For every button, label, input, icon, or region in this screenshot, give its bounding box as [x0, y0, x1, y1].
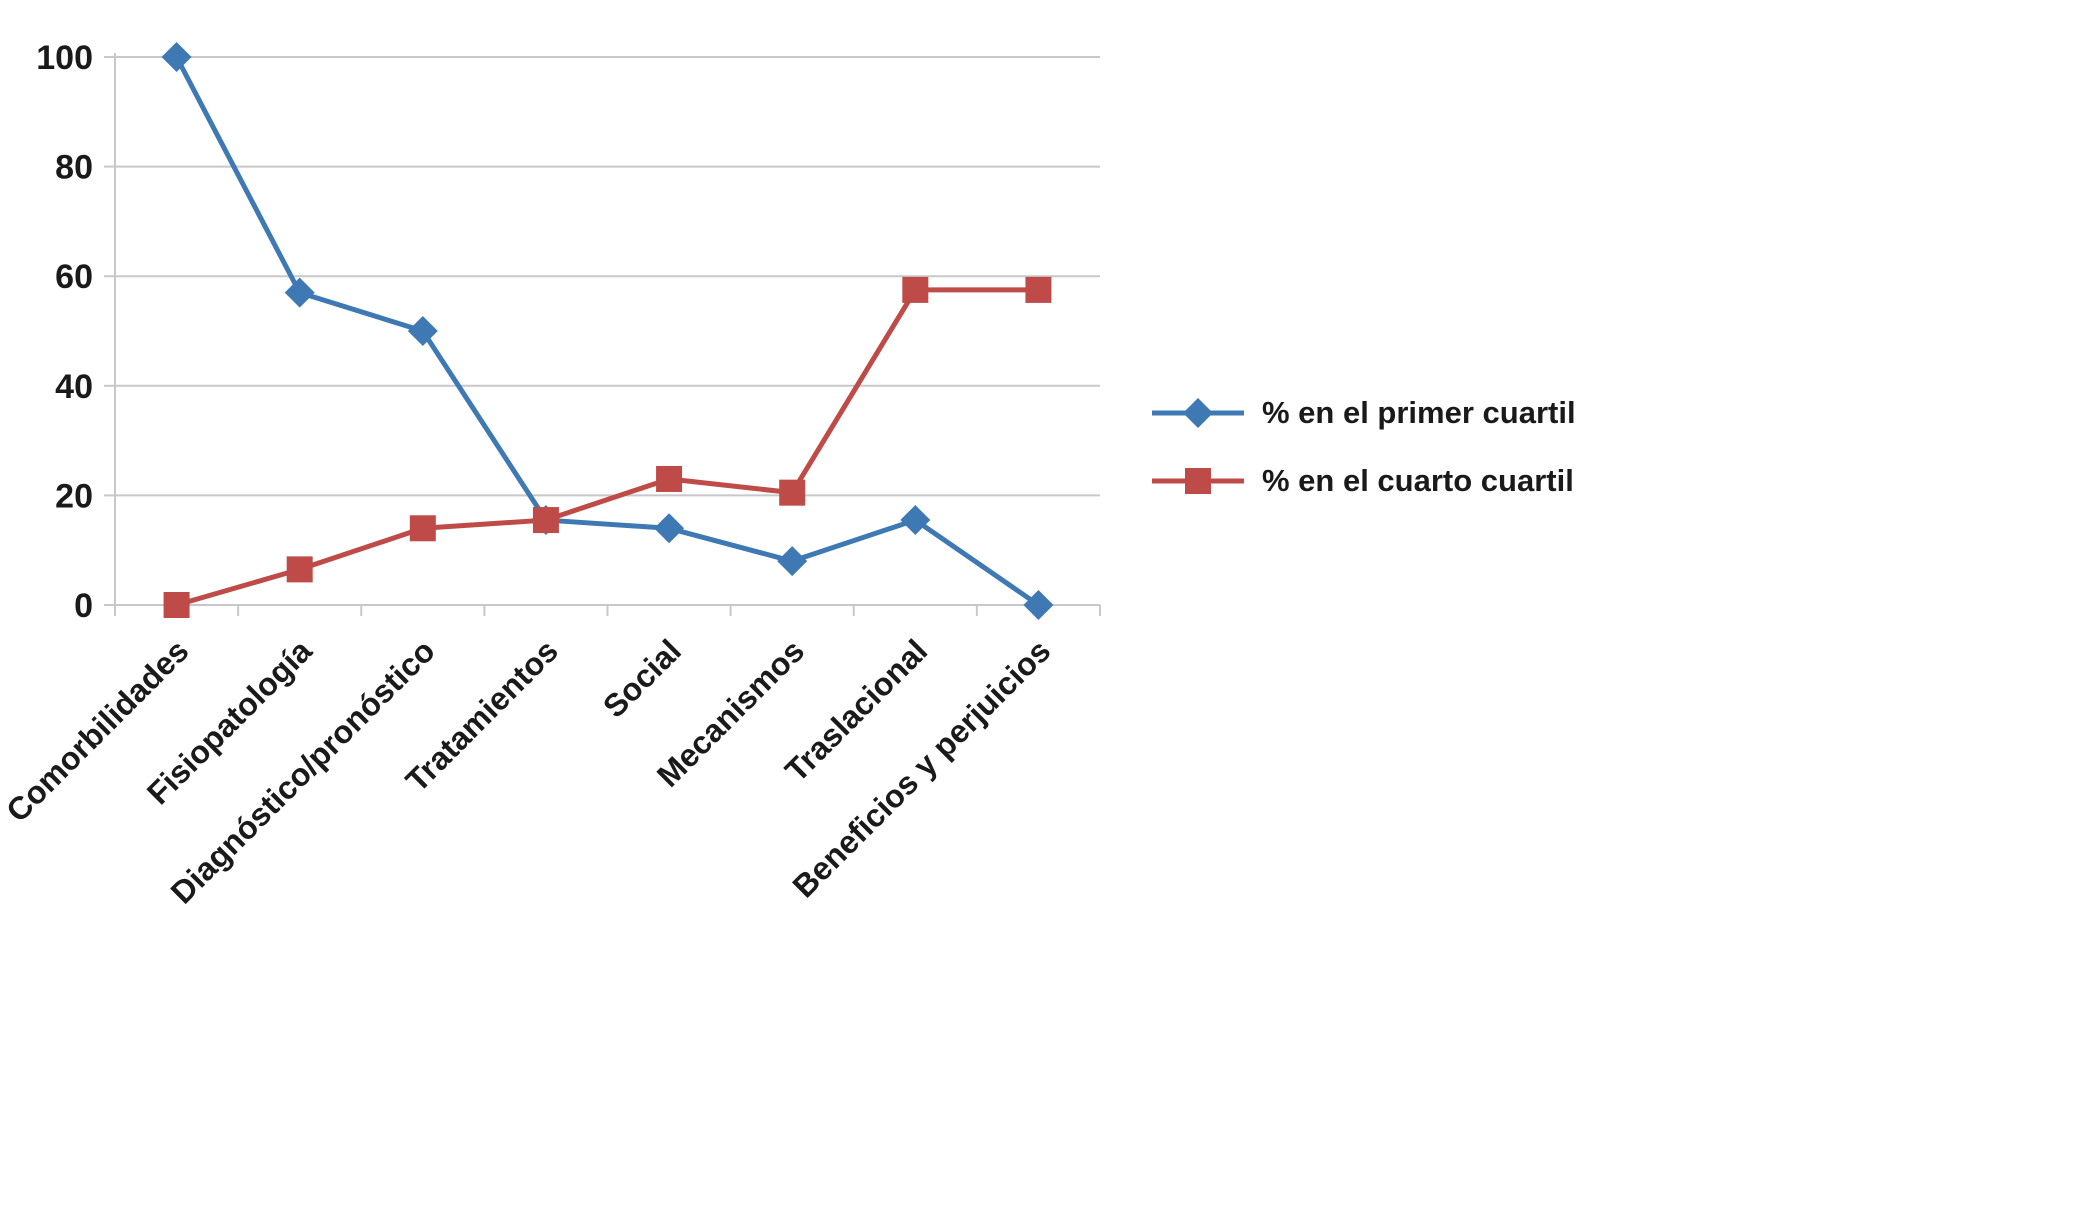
data-point-marker — [286, 556, 313, 583]
data-point-marker — [779, 479, 806, 506]
data-point-marker — [161, 42, 192, 72]
chart-legend: % en el primer cuartil % en el cuarto cu… — [1150, 392, 1576, 502]
x-category-label: Beneficios y perjuicios — [785, 632, 1057, 904]
legend-label-primer-cuartil: % en el primer cuartil — [1262, 395, 1576, 430]
data-point-marker — [902, 276, 929, 303]
data-point-marker — [284, 277, 315, 308]
series-square — [163, 276, 1052, 618]
data-point-marker — [1025, 276, 1052, 303]
data-point-marker — [656, 465, 683, 492]
y-tick-label: 100 — [36, 39, 93, 77]
y-tick-label: 0 — [74, 587, 93, 625]
data-point-marker — [900, 505, 931, 536]
series-line — [174, 287, 1041, 608]
legend-label-cuarto-cuartil: % en el cuarto cuartil — [1262, 463, 1574, 498]
legend-marker — [1185, 468, 1211, 494]
legend-diamond-marker-icon — [1152, 398, 1244, 428]
data-point-marker — [409, 515, 436, 542]
data-point-marker — [532, 507, 559, 534]
legend-square-marker-icon — [1152, 468, 1244, 494]
data-point-marker — [163, 592, 190, 618]
y-tick-label: 60 — [55, 258, 93, 296]
series-diamond — [161, 42, 1054, 620]
data-point-marker — [654, 513, 685, 544]
data-point-marker — [407, 316, 438, 346]
series-line — [174, 54, 1041, 608]
y-tick-label: 40 — [55, 368, 93, 406]
y-tick-label: 80 — [55, 149, 93, 187]
legend-item-primer-cuartil: % en el primer cuartil — [1150, 392, 1576, 434]
data-point-marker — [1023, 590, 1054, 620]
data-point-marker — [777, 546, 808, 577]
x-category-label: Social — [596, 632, 688, 724]
legend-marker — [1183, 398, 1213, 428]
y-tick-label: 20 — [55, 477, 93, 515]
legend-item-cuarto-cuartil: % en el cuarto cuartil — [1150, 460, 1576, 502]
